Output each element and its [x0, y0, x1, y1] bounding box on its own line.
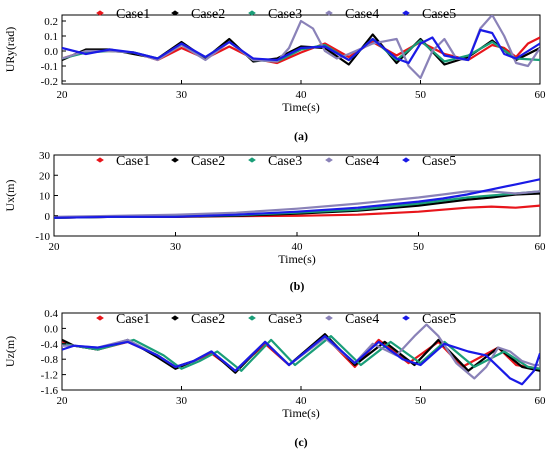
legend-label: Case4: [345, 7, 379, 22]
series-line-case5: [62, 335, 540, 386]
x-tick-label: 60: [535, 89, 547, 101]
legend-marker: [325, 10, 333, 16]
legend-marker: [325, 157, 333, 163]
legend-marker: [402, 10, 410, 16]
y-tick-label: 0.2: [44, 16, 58, 28]
legend-entry-case1: Case1: [96, 312, 150, 327]
legend-entry-case1: Case1: [96, 7, 150, 22]
legend-label: Case5: [422, 7, 456, 22]
x-tick-label: 40: [296, 89, 308, 101]
legend-label: Case1: [116, 7, 150, 22]
legend-entry-case4: Case4: [325, 312, 379, 327]
legend-label: Case4: [345, 154, 379, 169]
series-line-case3: [62, 335, 540, 372]
x-axis-label: Time(s): [282, 406, 320, 420]
y-tick-label: 30: [39, 150, 51, 162]
x-tick-label: 60: [535, 395, 547, 407]
x-tick-label: 30: [176, 89, 188, 101]
legend-entry-case2: Case2: [171, 7, 225, 22]
legend-entry-case3: Case3: [248, 7, 302, 22]
legend-entry-case4: Case4: [325, 154, 379, 169]
legend-marker: [96, 10, 104, 16]
x-tick-label: 20: [57, 89, 69, 101]
legend-entry-case1: Case1: [96, 154, 150, 169]
x-tick-label: 30: [176, 395, 188, 407]
y-tick-label: 20: [39, 170, 51, 182]
panel-caption: (b): [290, 279, 305, 293]
y-axis-label: Ux(m): [3, 180, 17, 212]
x-tick-label: 20: [57, 395, 69, 407]
x-tick-label: 60: [535, 241, 547, 253]
y-tick-label: -1.2: [41, 370, 58, 382]
legend-label: Case2: [191, 154, 225, 169]
legend-marker: [96, 157, 104, 163]
legend-label: Case1: [116, 312, 150, 327]
y-tick-label: 0.0: [44, 323, 58, 335]
y-tick-label: 0.4: [44, 308, 58, 320]
legend-marker: [402, 157, 410, 163]
legend-marker: [248, 315, 256, 321]
y-tick-label: 0.0: [44, 46, 58, 58]
legend-marker: [171, 157, 179, 163]
legend-entry-case5: Case5: [402, 7, 456, 22]
series-line-case5: [62, 28, 540, 65]
legend-label: Case3: [268, 7, 302, 22]
y-tick-label: -0.4: [41, 339, 59, 351]
x-tick-label: 50: [415, 395, 427, 407]
series-line-case5: [54, 178, 540, 219]
y-tick-label: -1.6: [41, 385, 59, 397]
legend-label: Case3: [268, 154, 302, 169]
y-tick-label: 0.1: [44, 31, 58, 43]
legend-entry-case5: Case5: [402, 154, 456, 169]
panel-caption: (a): [294, 129, 308, 143]
legend-entry-case4: Case4: [325, 7, 379, 22]
x-tick-label: 20: [49, 241, 61, 253]
legend-marker: [402, 315, 410, 321]
y-tick-label: 10: [39, 191, 51, 203]
y-tick-label: 0: [45, 211, 51, 223]
legend-label: Case5: [422, 154, 456, 169]
panel-2: 20 30 40 50 60 -10 0 10 20 30 Time(s) Ux(m) (b) Case1…: [3, 150, 546, 293]
y-tick-label: -10: [35, 231, 50, 243]
panel-3: 20 30 40 50 60 -1.6 -1.2 -0.8 -0.4 0.0 0.4 Time(s) U…: [3, 308, 546, 449]
y-axis-label: URy(rad): [3, 27, 17, 73]
legend-marker: [96, 315, 104, 321]
legend-label: Case5: [422, 312, 456, 327]
legend-label: Case1: [116, 154, 150, 169]
y-axis-label: Uz(m): [3, 336, 17, 367]
legend-label: Case4: [345, 312, 379, 327]
y-tick-label: -0.1: [41, 61, 58, 73]
legend-label: Case2: [191, 312, 225, 327]
series-line-case4: [54, 190, 540, 218]
y-tick-label: -0.2: [41, 76, 58, 88]
panel-1: 20 30 40 50 60 -0.2 -0.1 0.0 0.1 0.2 Time(s) URy(ra…: [3, 7, 546, 143]
legend-label: Case3: [268, 312, 302, 327]
legend-entry-case5: Case5: [402, 312, 456, 327]
legend-marker: [171, 315, 179, 321]
legend-marker: [171, 10, 179, 16]
legend-label: Case2: [191, 7, 225, 22]
x-tick-label: 40: [296, 395, 308, 407]
legend-marker: [248, 10, 256, 16]
x-axis-label: Time(s): [278, 252, 316, 266]
panel-caption: (c): [294, 435, 307, 449]
legend-marker: [248, 157, 256, 163]
x-tick-label: 50: [413, 241, 425, 253]
x-tick-label: 50: [415, 89, 427, 101]
x-tick-label: 30: [170, 241, 182, 253]
legend-entry-case2: Case2: [171, 312, 225, 327]
legend-entry-case3: Case3: [248, 312, 302, 327]
x-axis-label: Time(s): [282, 100, 320, 114]
legend-entry-case3: Case3: [248, 154, 302, 169]
x-tick-label: 40: [292, 241, 304, 253]
legend-entry-case2: Case2: [171, 154, 225, 169]
y-tick-label: -0.8: [41, 354, 59, 366]
legend-marker: [325, 315, 333, 321]
